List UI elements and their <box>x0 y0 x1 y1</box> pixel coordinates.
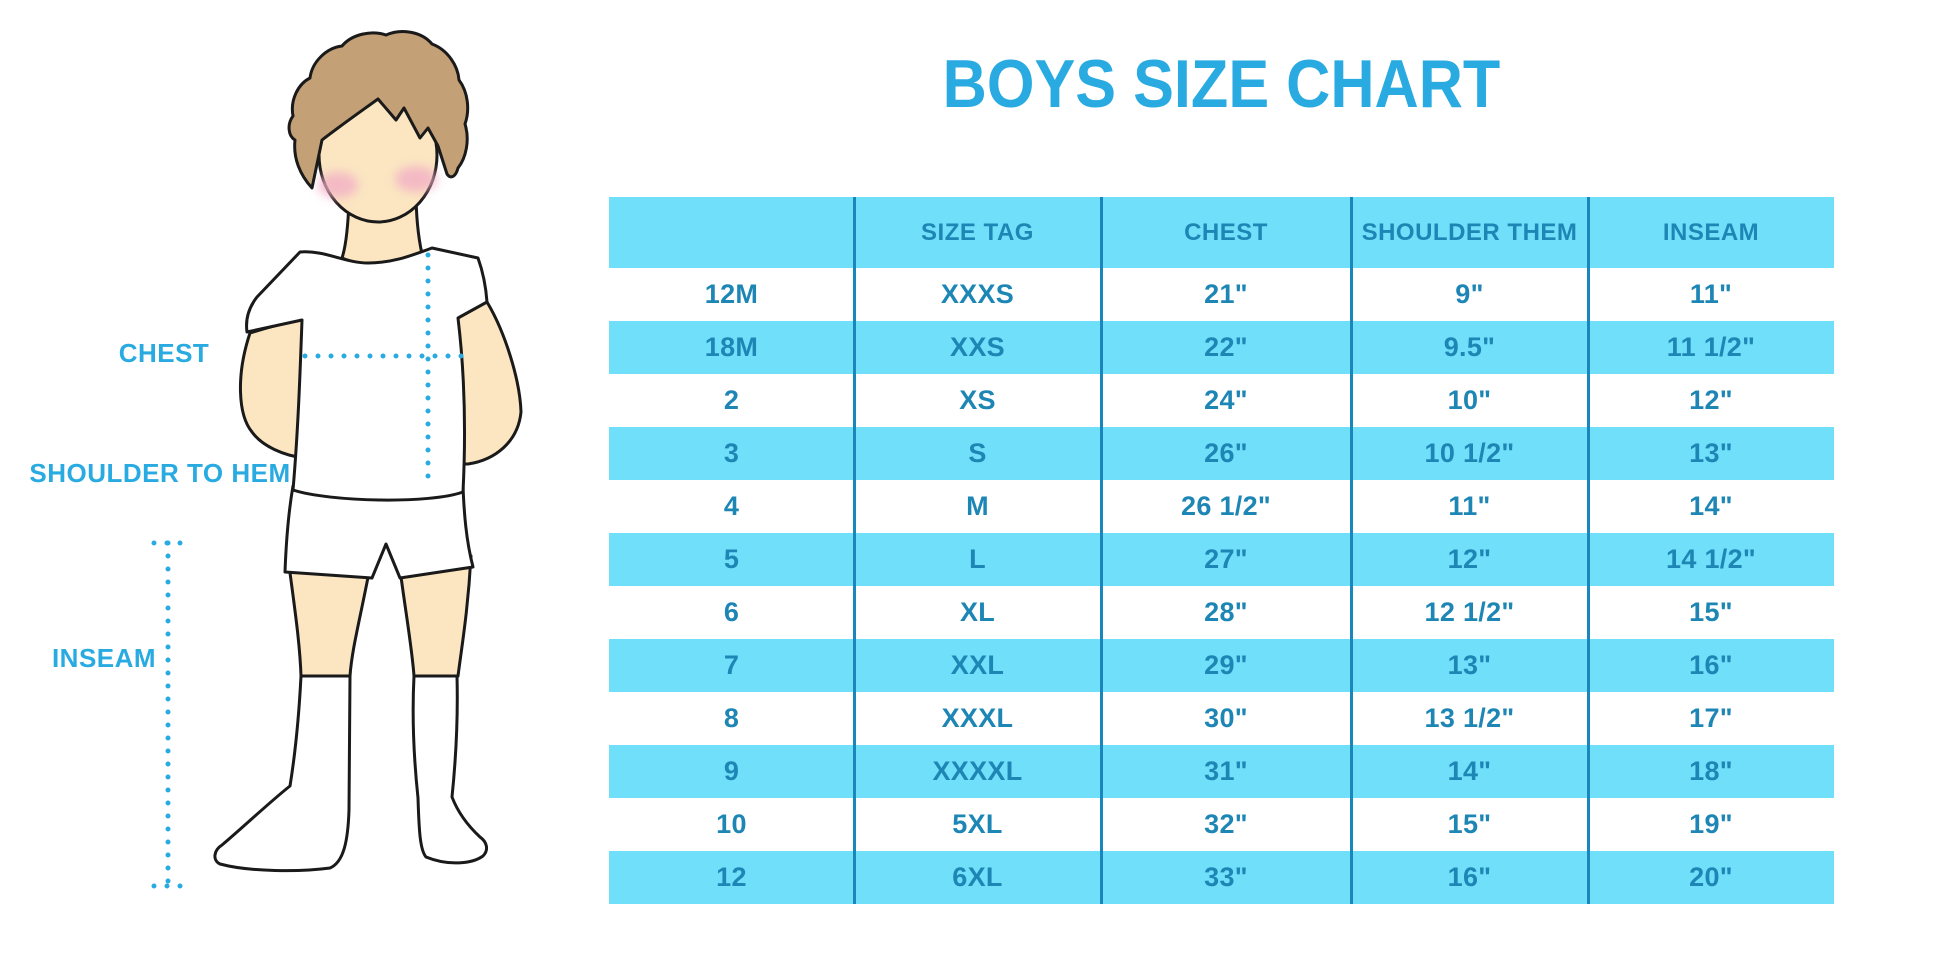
table-cell: 31" <box>1204 756 1248 786</box>
size-table: SIZE TAG CHEST SHOULDER THEM INSEAM 12M XXXS… <box>609 197 1834 904</box>
table-cell: 14" <box>1447 756 1492 786</box>
table-cell: 13" <box>1447 650 1492 680</box>
table-cell: 11" <box>1689 279 1733 309</box>
table-cell: 12M <box>704 279 759 309</box>
table-cell: 11" <box>1448 491 1491 521</box>
table-cell: XXL <box>950 650 1005 680</box>
header-cell-4: INSEAM <box>1662 218 1760 246</box>
table-rows-container: 12M XXXS 21" 9" 11" 18M XXS 22" 9.5" 11 1/2" 2 XS 24… <box>609 268 1834 904</box>
table-cell: 16" <box>1447 862 1492 892</box>
table-cell: 4 <box>723 491 740 521</box>
table-cell: 3 <box>723 438 740 468</box>
table-cell: 9.5" <box>1443 332 1496 362</box>
table-cell: 33" <box>1204 862 1248 892</box>
table-cell: 18" <box>1689 756 1733 786</box>
inseam-label: INSEAM <box>51 643 157 673</box>
table-row-9: 9 XXXXL 31" 14" 18" <box>609 745 1834 798</box>
table-row-3: 3 S 26" 10 1/2" 13" <box>609 427 1834 480</box>
table-cell: 14 1/2" <box>1666 544 1756 574</box>
table-cell: 19" <box>1689 809 1733 839</box>
header-cell-2: CHEST <box>1184 218 1268 246</box>
table-cell: 12" <box>1447 544 1492 574</box>
table-cell: 20" <box>1689 862 1733 892</box>
header-cell-0 <box>609 197 854 268</box>
table-cell: 9 <box>723 756 740 786</box>
header-cell-1: SIZE TAG <box>921 218 1034 246</box>
table-cell: XXXL <box>941 703 1014 733</box>
table-cell: 28" <box>1204 597 1248 627</box>
table-cell: 21" <box>1204 279 1248 309</box>
table-cell: 26" <box>1204 438 1248 468</box>
table-cell: M <box>966 491 989 521</box>
table-cell: XS <box>959 385 996 415</box>
left-blush <box>318 172 358 198</box>
table-cell: 18M <box>704 332 759 362</box>
table-cell: 11 1/2" <box>1666 332 1756 362</box>
table-cell: XXXXL <box>932 756 1023 786</box>
table-row-8: 8 XXXL 30" 13 1/2" 17" <box>609 692 1834 745</box>
column-divider <box>853 197 856 904</box>
table-cell: 9" <box>1455 279 1484 309</box>
table-cell: 27" <box>1204 544 1248 574</box>
table-cell: 29" <box>1204 650 1248 680</box>
table-cell: 12 1/2" <box>1424 597 1515 627</box>
table-row-5: 5 L 27" 12" 14 1/2" <box>609 533 1834 586</box>
table-cell: 24" <box>1204 385 1248 415</box>
table-cell: 15" <box>1689 597 1733 627</box>
table-row-2: 2 XS 24" 10" 12" <box>609 374 1834 427</box>
table-cell: 13" <box>1689 438 1733 468</box>
table-row-4: 4 M 26 1/2" 11" 14" <box>609 480 1834 533</box>
table-row-12M: 12M XXXS 21" 9" 11" <box>609 268 1834 321</box>
shorts <box>283 484 475 580</box>
page-title: BOYS SIZE CHART <box>942 46 1501 122</box>
table-cell: 7 <box>723 650 740 680</box>
right-blush <box>395 166 437 192</box>
table-header-row: SIZE TAG CHEST SHOULDER THEM INSEAM <box>609 197 1834 268</box>
column-divider <box>1587 197 1590 904</box>
table-cell: 6XL <box>952 862 1003 892</box>
table-cell: 5 <box>723 544 740 574</box>
table-cell: 15" <box>1447 809 1492 839</box>
table-cell: 14" <box>1689 491 1733 521</box>
table-row-10: 10 5XL 32" 15" 19" <box>609 798 1834 851</box>
table-cell: L <box>969 544 986 574</box>
table-cell: 13 1/2" <box>1424 703 1515 733</box>
table-cell: 8 <box>723 703 740 733</box>
chest-label: CHEST <box>118 338 210 368</box>
hair <box>287 30 470 190</box>
right-sock <box>411 674 489 865</box>
shoulder-to-hem-label: SHOULDER TO HEM <box>29 458 291 488</box>
table-cell: 16" <box>1689 650 1733 680</box>
table-cell: 5XL <box>952 809 1003 839</box>
column-divider <box>1100 197 1103 904</box>
table-cell: 2 <box>723 385 740 415</box>
table-row-6: 6 XL 28" 12 1/2" 15" <box>609 586 1834 639</box>
table-cell: XXXS <box>940 279 1015 309</box>
table-row-12: 12 6XL 33" 16" 20" <box>609 851 1834 904</box>
table-cell: 30" <box>1204 703 1248 733</box>
table-row-7: 7 XXL 29" 13" 16" <box>609 639 1834 692</box>
table-cell: 10 1/2" <box>1424 438 1515 468</box>
left-sock <box>213 674 352 873</box>
table-cell: XL <box>959 597 996 627</box>
table-row-18M: 18M XXS 22" 9.5" 11 1/2" <box>609 321 1834 374</box>
header-cell-3: SHOULDER THEM <box>1361 218 1578 246</box>
table-cell: 6 <box>723 597 740 627</box>
table-cell: XXS <box>950 332 1005 362</box>
table-cell: 12 <box>716 862 747 892</box>
boy-figure-illustration <box>151 30 523 889</box>
table-cell: 32" <box>1204 809 1248 839</box>
table-cell: S <box>968 438 987 468</box>
table-cell: 22" <box>1204 332 1248 362</box>
table-cell: 26 1/2" <box>1181 491 1271 521</box>
table-cell: 10 <box>716 809 747 839</box>
table-cell: 12" <box>1689 385 1733 415</box>
table-cell: 10" <box>1447 385 1492 415</box>
column-divider <box>1350 197 1353 904</box>
table-cell: 17" <box>1689 703 1733 733</box>
